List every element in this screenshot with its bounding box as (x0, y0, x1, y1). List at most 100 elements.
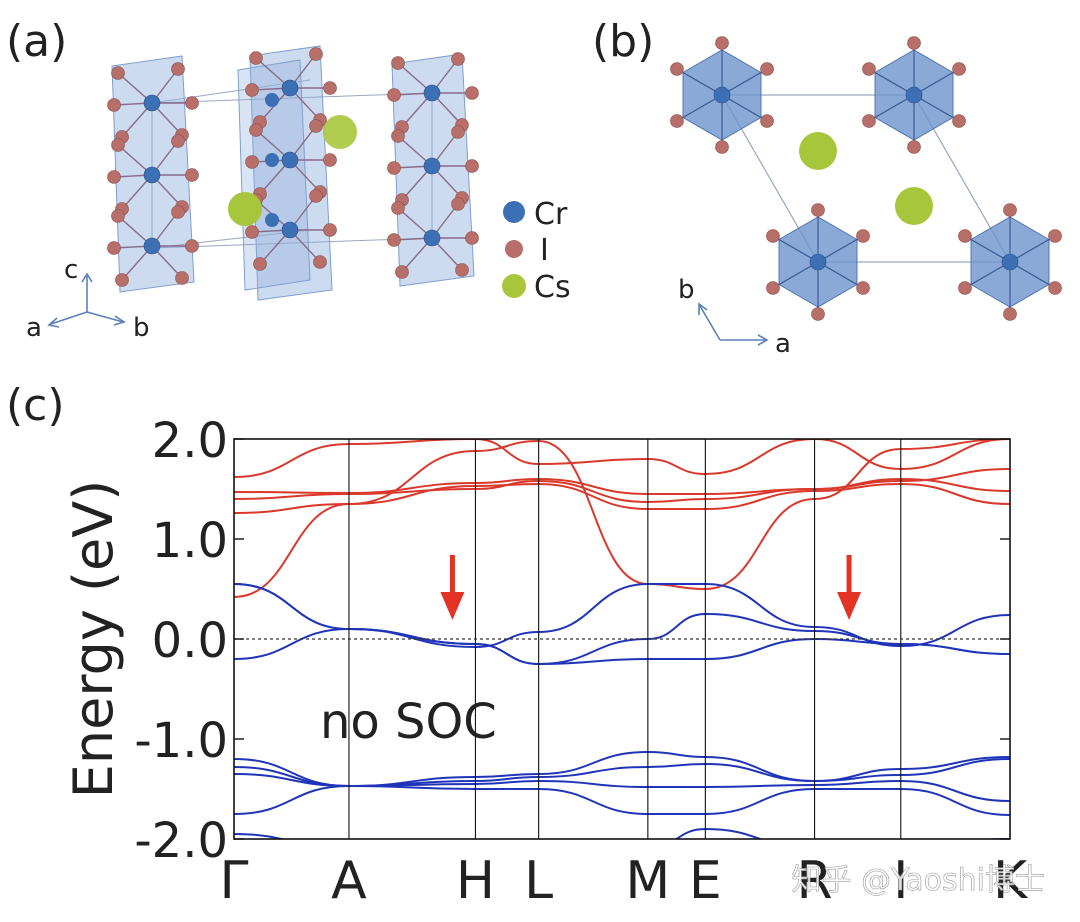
octahedron-top (958, 203, 1062, 321)
iodine-atom (907, 36, 921, 50)
iodine-atom (670, 62, 684, 76)
iodine-atom (766, 281, 780, 295)
iodine-atom (249, 123, 263, 137)
iodine-atom (766, 229, 780, 243)
iodine-atom (465, 86, 479, 100)
axis-label-c: c (64, 255, 78, 285)
iodine-atom (760, 62, 774, 76)
red-arrow-icon (837, 555, 862, 620)
iodine-atom (309, 47, 323, 61)
chromium-atom (423, 229, 441, 247)
y-tick-label: -2.0 (134, 813, 228, 869)
octahedron-top (766, 203, 870, 321)
iodine-atom (856, 229, 870, 243)
x-tick-label: I (893, 851, 908, 911)
iodine-atom (862, 62, 876, 76)
iodine-atom (760, 114, 774, 128)
legend-item-i: I (505, 233, 549, 268)
x-tick-label: L (524, 851, 553, 911)
axis-label-a-top: a (775, 329, 791, 359)
cesium-atom (228, 192, 262, 226)
iodine-atom (249, 51, 263, 65)
minority-band (234, 583, 1010, 649)
octahedron-top (670, 36, 774, 154)
iodine-atom (811, 307, 825, 321)
majority-band (234, 468, 1010, 504)
minority-band (234, 773, 1010, 802)
chromium-atom (143, 94, 161, 112)
iodine-atom (1003, 307, 1017, 321)
axes-indicator-b (698, 302, 769, 346)
y-axis-label: Energy (eV) (62, 480, 125, 799)
iodine-atom (391, 201, 405, 215)
arrows (440, 555, 862, 620)
octahedra-chain (107, 55, 199, 293)
legend-label-cr: Cr (534, 197, 568, 232)
octahedra-chain (237, 45, 337, 301)
red-arrow-icon (440, 555, 465, 620)
iodine-atom (862, 114, 876, 128)
iodine-atom (958, 281, 972, 295)
iodine-atom (175, 271, 189, 285)
iodine-atom (253, 257, 267, 271)
axis-label-a: a (26, 313, 42, 343)
iodine-atom (1048, 281, 1062, 295)
iodine-atom (185, 239, 199, 253)
axis-label-b-top: b (678, 275, 695, 305)
legend-item-cs: Cs (502, 270, 571, 305)
band-lines (234, 439, 1010, 839)
iodine-atom (323, 153, 337, 167)
iodine-atom (245, 83, 259, 97)
x-tick-label: A (331, 851, 367, 911)
iodine-atom (245, 155, 259, 169)
iodine-atom (107, 241, 121, 255)
iodine-atom (451, 197, 465, 211)
iodine-atom (245, 225, 259, 239)
iodine-atom (185, 168, 199, 182)
x-tick-label: K (993, 851, 1029, 911)
majority-band (234, 482, 1010, 514)
octahedron-top (862, 36, 966, 154)
iodine-atom (715, 140, 729, 154)
annotation-no-soc: no SOC (320, 694, 497, 750)
iodine-atom (111, 66, 125, 80)
iodine-atom (323, 81, 337, 95)
iodine-atom (309, 189, 323, 203)
iodine-atom (455, 263, 469, 277)
iodine-atom (115, 273, 129, 287)
panel-label-b: (b) (592, 16, 654, 67)
majority-band (234, 439, 1010, 598)
iodine-atom (1048, 229, 1062, 243)
legend-label-i: I (540, 233, 549, 268)
chromium-atom (423, 157, 441, 175)
minority-band (234, 583, 1010, 666)
iodine-atom (323, 223, 337, 237)
iodine-atom (811, 203, 825, 217)
x-tick-label: E (689, 851, 722, 911)
iodine-atom (313, 255, 327, 269)
kpoint-gridlines (348, 439, 902, 839)
iodine-atom (907, 140, 921, 154)
iodine-atom (465, 159, 479, 173)
chromium-atom (281, 79, 299, 97)
iodine-atom (952, 114, 966, 128)
iodine-atom (465, 231, 479, 245)
y-ticks: 2.0 1.0 0.0 -1.0 -2.0 (134, 413, 1010, 869)
chromium-atom (265, 93, 279, 107)
chromium-atom (905, 86, 923, 104)
majority-band (234, 439, 1010, 478)
crystal-top-view (670, 36, 1062, 321)
iodine-atom (1003, 203, 1017, 217)
iodine-atom (185, 96, 199, 110)
watermark: 知乎 @Yaoshi博士 (792, 863, 1045, 898)
x-tick-label: M (625, 851, 670, 911)
iodine-atom (107, 170, 121, 184)
iodine-atom (111, 138, 125, 152)
panel-label-c: (c) (6, 380, 65, 431)
iodine-atom (856, 281, 870, 295)
cesium-atom (323, 115, 357, 149)
iodine-atom (107, 98, 121, 112)
chromium-atom (265, 153, 279, 167)
